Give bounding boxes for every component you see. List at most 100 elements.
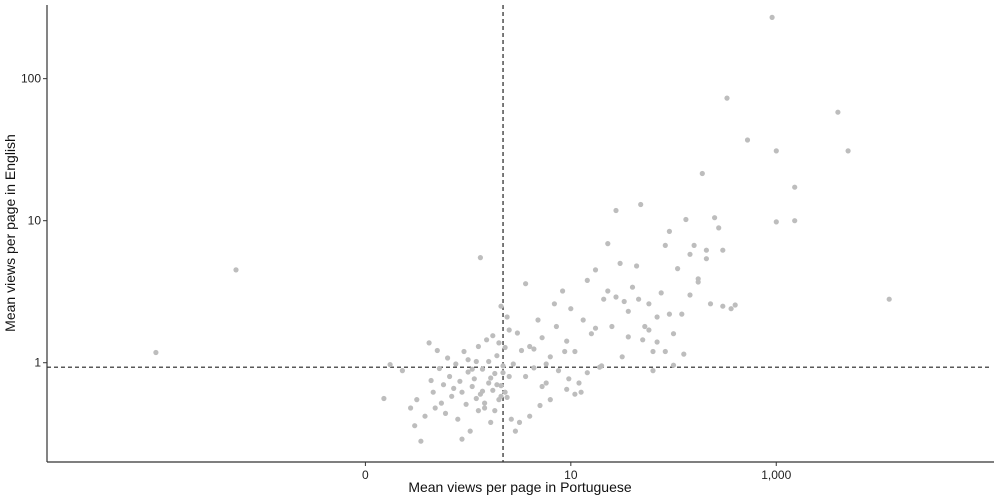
data-point: [560, 288, 566, 294]
data-point: [642, 323, 648, 330]
data-point: [636, 296, 642, 302]
data-point: [658, 290, 664, 296]
data-point: [531, 365, 537, 371]
data-point: [484, 337, 490, 343]
data-point: [422, 413, 428, 419]
data-point: [486, 358, 492, 365]
data-point: [543, 380, 549, 386]
data-point: [703, 256, 710, 262]
data-point: [634, 263, 640, 269]
data-point: [566, 376, 572, 382]
y-axis-title: Mean views per page in English: [2, 134, 18, 332]
data-point: [453, 361, 459, 367]
data-point: [539, 383, 545, 390]
data-point: [494, 353, 500, 359]
data-point: [654, 314, 660, 320]
data-point: [703, 247, 710, 253]
data-point: [613, 294, 619, 300]
data-point: [599, 363, 605, 369]
data-point: [553, 323, 560, 330]
data-point: [455, 416, 461, 422]
data-point: [537, 402, 543, 409]
data-point: [506, 373, 512, 380]
data-point: [769, 14, 775, 20]
data-point: [662, 242, 668, 248]
data-point: [438, 400, 444, 406]
data-point: [564, 338, 570, 344]
data-point: [773, 148, 779, 154]
data-point: [886, 296, 892, 302]
data-point: [679, 311, 685, 317]
data-point: [473, 395, 479, 402]
data-point: [621, 298, 627, 305]
data-point: [666, 311, 673, 317]
data-point: [492, 370, 498, 377]
data-point: [233, 267, 239, 273]
data-point: [619, 354, 625, 360]
data-point: [467, 428, 473, 434]
data-point: [654, 339, 660, 345]
data-point: [510, 361, 516, 367]
data-point: [500, 370, 506, 376]
data-point: [482, 400, 488, 406]
data-point: [707, 301, 714, 307]
data-point: [625, 308, 631, 314]
data-point: [516, 419, 523, 425]
data-point: [773, 219, 779, 225]
data-point: [502, 389, 508, 395]
data-point: [494, 382, 500, 388]
data-point: [605, 241, 611, 247]
data-point: [720, 303, 726, 309]
data-point: [479, 388, 486, 394]
data-point: [482, 405, 488, 411]
x-axis-title: Mean views per page in Portuguese: [408, 479, 632, 495]
data-point: [475, 408, 481, 414]
data-point: [605, 288, 611, 294]
data-point: [518, 347, 525, 354]
data-point: [572, 391, 578, 397]
data-point: [547, 397, 553, 403]
y-tick-label: 100: [21, 72, 41, 86]
data-point: [381, 395, 387, 402]
data-point: [436, 365, 442, 372]
data-point: [498, 303, 504, 309]
data-point: [471, 376, 477, 382]
data-point: [592, 325, 599, 331]
data-point: [399, 368, 405, 374]
data-point: [724, 95, 730, 101]
data-point: [514, 330, 521, 336]
data-point: [488, 375, 494, 381]
data-point: [695, 279, 701, 285]
data-point: [650, 368, 656, 374]
data-point: [625, 334, 631, 340]
data-point: [445, 355, 451, 361]
reference-lines: [47, 5, 992, 462]
data-points: [153, 14, 892, 444]
data-point: [477, 255, 483, 261]
data-point: [535, 317, 541, 323]
data-point: [555, 368, 562, 374]
data-point: [580, 317, 586, 323]
data-point: [728, 306, 734, 312]
data-point: [792, 184, 798, 190]
data-point: [490, 333, 496, 339]
data-point: [716, 225, 722, 231]
data-point: [461, 348, 467, 355]
data-point: [564, 386, 570, 392]
data-point: [512, 428, 519, 434]
data-point: [463, 401, 469, 407]
data-point: [568, 306, 574, 312]
data-point: [412, 423, 418, 429]
data-point: [650, 348, 656, 355]
data-point: [447, 373, 453, 380]
data-point: [699, 170, 705, 177]
data-point: [508, 416, 514, 422]
data-point: [506, 327, 512, 333]
data-point: [527, 413, 533, 419]
data-point: [469, 383, 475, 390]
data-point: [576, 380, 582, 386]
data-point: [547, 354, 553, 360]
data-point: [592, 267, 599, 273]
